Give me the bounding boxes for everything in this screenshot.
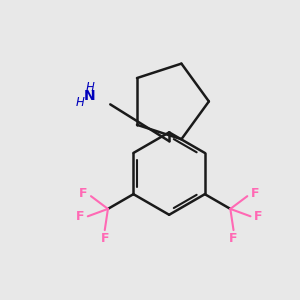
Text: F: F [251,187,259,200]
Text: H: H [76,95,84,109]
Text: F: F [79,187,88,200]
Text: F: F [229,232,237,245]
Text: N: N [84,88,95,103]
Text: F: F [101,232,110,245]
Text: F: F [76,210,84,223]
Text: H: H [85,81,94,94]
Text: F: F [254,210,262,223]
